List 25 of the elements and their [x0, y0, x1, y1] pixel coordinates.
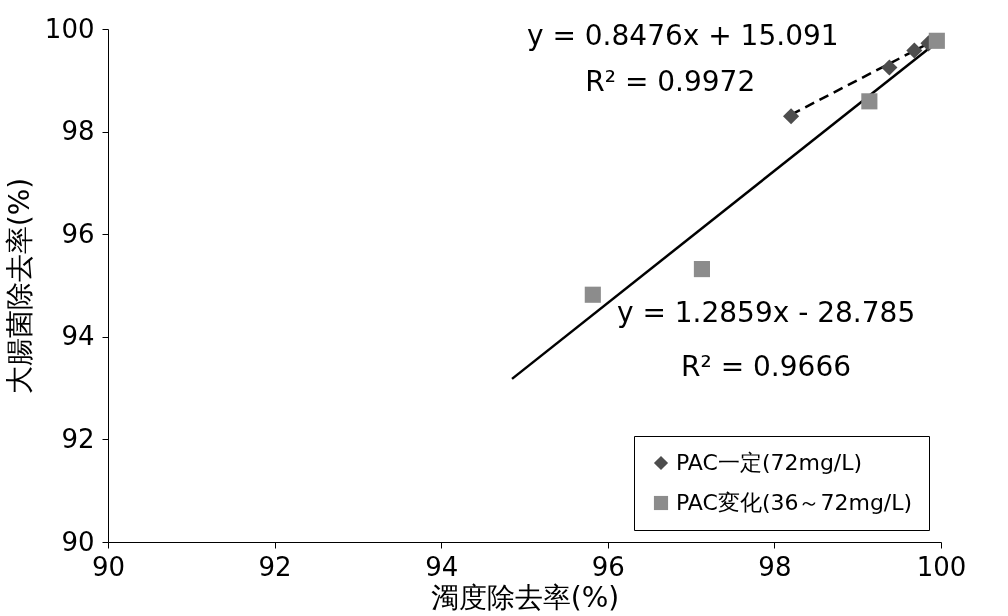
- point: [783, 108, 800, 125]
- point: [693, 261, 710, 278]
- x-tick-label: 98: [758, 551, 792, 582]
- y-tick-label: 96: [61, 218, 95, 249]
- annotation: R² = 0.9972: [585, 64, 756, 98]
- y-tick-label: 98: [61, 116, 95, 147]
- point: [584, 286, 601, 303]
- legend-label: PAC一定(72mg/L): [676, 450, 863, 475]
- point: [928, 32, 945, 49]
- x-tick-label: 92: [258, 551, 292, 582]
- annotation: y = 1.2859x - 28.785: [616, 295, 916, 329]
- y-axis-title: 大腸菌除去率(%): [2, 177, 36, 395]
- y-tick-label: 92: [61, 423, 95, 454]
- annotation: R² = 0.9666: [681, 349, 852, 383]
- x-axis-title: 濁度除去率(%): [430, 580, 620, 614]
- x-tick-label: 100: [916, 551, 967, 582]
- point: [881, 59, 898, 76]
- point: [861, 93, 878, 110]
- point: [906, 42, 923, 59]
- x-tick-label: 94: [425, 551, 459, 582]
- annotation: y = 0.8476x + 15.091: [526, 18, 839, 52]
- x-tick-label: 96: [591, 551, 625, 582]
- y-tick-label: 100: [44, 13, 95, 44]
- legend-label: PAC変化(36～72mg/L): [676, 490, 913, 515]
- y-tick-label: 94: [61, 321, 95, 352]
